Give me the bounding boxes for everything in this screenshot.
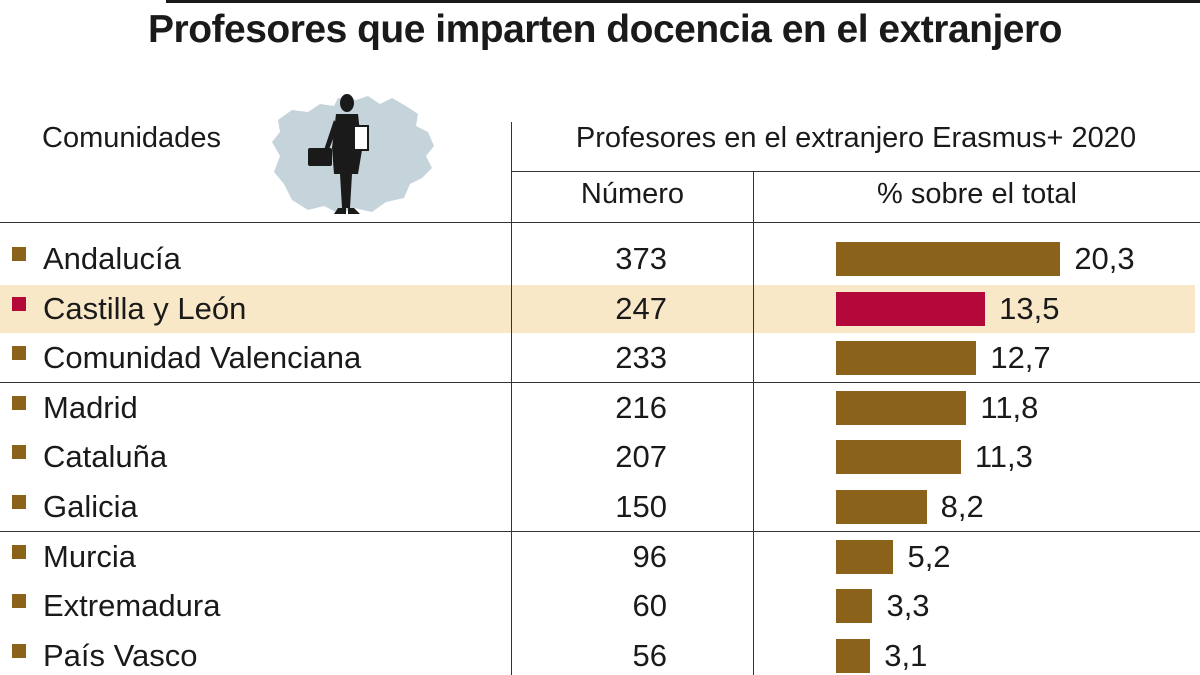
header-bottom-rule (0, 222, 1200, 223)
row-number: 233 (615, 340, 667, 376)
row-number: 216 (615, 389, 667, 425)
column-divider (753, 222, 754, 675)
row-bullet (12, 594, 26, 609)
row-number: 56 (632, 637, 667, 673)
group-separator (0, 382, 1200, 384)
pct-bar (836, 390, 967, 425)
row-number: 150 (615, 489, 667, 524)
pct-label: 20,3 (1074, 241, 1135, 276)
group-separator (0, 531, 1200, 532)
row-bullet (12, 544, 26, 559)
row-number: 373 (615, 241, 667, 276)
pct-label: 3,1 (884, 637, 928, 673)
row-bullet (12, 445, 26, 460)
col-header-numero: Número (580, 178, 685, 210)
pct-label: 13,5 (999, 290, 1060, 326)
row-bullet (12, 643, 26, 658)
pct-bar (836, 490, 927, 524)
row-number: 96 (632, 538, 667, 574)
pct-bar (836, 539, 894, 574)
group-header-rule (512, 171, 1200, 172)
row-bullet (12, 247, 26, 261)
region-illustration (272, 94, 434, 214)
row-label: Andalucía (43, 241, 181, 276)
comunidades-header: Comunidades (42, 122, 221, 154)
header-divider-right (753, 172, 754, 222)
group-header: Profesores en el extranjero Erasmus+ 202… (575, 122, 1137, 154)
chart-title: Profesores que imparten docencia en el e… (148, 8, 1063, 51)
pct-bar (836, 440, 961, 475)
pct-label: 11,8 (980, 389, 1039, 425)
highlight-row (0, 284, 1195, 333)
pct-label: 5,2 (907, 538, 951, 574)
col-header-pct: % sobre el total (877, 178, 1077, 210)
column-divider (511, 222, 512, 675)
pct-label: 8,2 (940, 489, 984, 524)
row-label: Madrid (43, 389, 138, 425)
row-label: Extremadura (43, 588, 221, 624)
row-bullet (12, 395, 26, 410)
row-bullet (12, 495, 26, 509)
pct-bar (836, 589, 873, 624)
row-label: Comunidad Valenciana (43, 340, 362, 376)
pct-bar (836, 638, 871, 673)
row-number: 207 (615, 439, 667, 475)
pct-bar (836, 291, 986, 326)
row-label: Cataluña (43, 439, 168, 475)
row-label: Galicia (43, 489, 138, 524)
pct-label: 12,7 (990, 340, 1051, 376)
row-label: País Vasco (43, 637, 198, 673)
teacher-figure-icon (308, 94, 369, 214)
row-number: 247 (615, 290, 667, 326)
row-number: 60 (632, 588, 667, 624)
row-label: Castilla y León (43, 290, 247, 326)
pct-label: 3,3 (886, 588, 930, 624)
header-divider-left (511, 122, 512, 222)
top-rule (166, 0, 1200, 3)
row-bullet (12, 296, 26, 311)
pct-bar (836, 242, 1061, 276)
row-label: Murcia (43, 538, 137, 574)
pct-label: 11,3 (974, 439, 1033, 475)
row-bullet (12, 346, 26, 361)
pct-bar (836, 341, 977, 376)
